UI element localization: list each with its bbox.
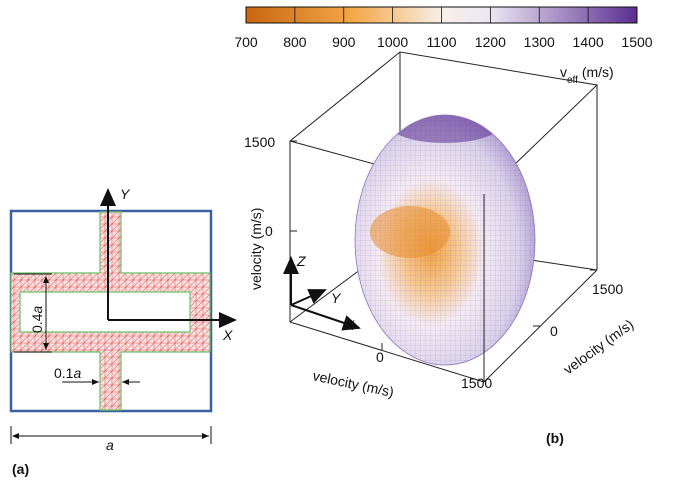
z-tick-top: 1500 [244,134,275,150]
meshed-region [10,211,211,411]
triad-y-label: Y [331,290,342,306]
colorbar-tick-label: 1000 [377,34,408,50]
size-dimension-label: a [106,437,114,453]
width-dimension-label: 0.1a [54,365,81,381]
y-axis-label: Y [120,186,131,202]
box-front-edges [289,194,598,383]
colorbar-tick-label: 1100 [426,34,456,50]
colorbar-tick-label: 700 [234,34,258,50]
triad-x-arrow [290,304,361,331]
coordinate-triad: Z Y X [283,253,361,333]
panel-b: 1500 0 velocity (m/s) 0 1500 velocity (m… [244,51,636,446]
panel-b-label: (b) [546,430,564,446]
y-axis-label: velocity (m/s) [560,316,636,377]
y-tick-zero: 0 [550,323,558,339]
colorbar-tick-label: 900 [332,34,356,50]
x-tick-zero: 0 [376,349,384,365]
x-tick-max: 1500 [461,375,492,391]
height-dimension-label: 0.4a [29,306,45,333]
panel-a-label: (a) [12,461,29,477]
panel-a: Y X 0.4a 0.1a a (a) [9,186,237,477]
colorbar-tick-label: 800 [283,34,307,50]
triad-y-arrow [290,289,327,306]
x-axis-label: velocity (m/s) [311,367,395,400]
x-axis-label: X [222,327,233,343]
colorbar-tick-label: 1500 [621,34,652,50]
colorbar-label: veff (m/s) [560,64,614,86]
colorbar-tick-label: 1300 [524,34,555,50]
colorbar-tick-label: 1400 [573,34,604,50]
colorbar: 700 800 900 1000 1100 1200 1300 1400 1500 veff (… [234,6,653,86]
triad-z-label: Z [296,253,306,269]
triad-x-label: X [344,317,355,333]
colorbar-tick-label: 1200 [475,34,506,50]
axis-tick-marks [290,140,597,382]
z-axis-label: velocity (m/s) [248,208,264,290]
y-tick-max: 1500 [592,281,623,297]
z-tick-zero: 0 [265,223,273,239]
velocity-surface [354,114,536,366]
colorbar-tick-marks [294,7,589,23]
colorbar-tick-labels: 700 800 900 1000 1100 1200 1300 1400 1500 [234,34,652,50]
